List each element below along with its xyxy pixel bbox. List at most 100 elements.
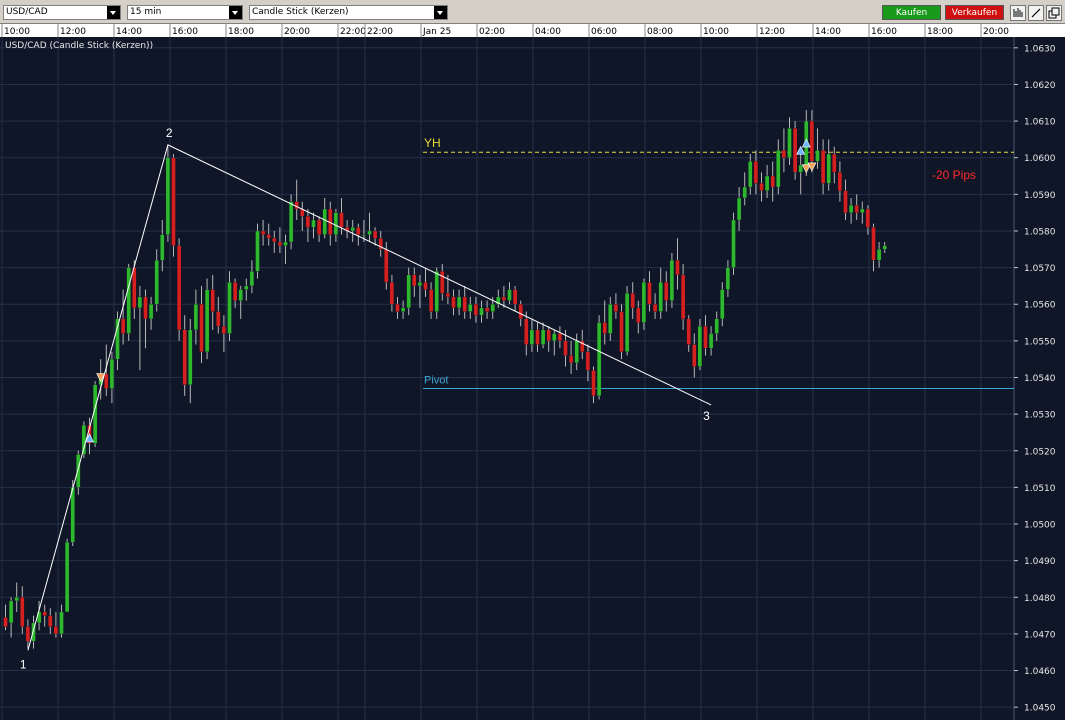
candle bbox=[372, 227, 378, 246]
candle-body bbox=[266, 234, 271, 239]
price-label: 1.0520 bbox=[1024, 447, 1056, 457]
time-label: 22:00 bbox=[340, 27, 366, 37]
candle bbox=[871, 223, 876, 272]
candle-body bbox=[277, 241, 283, 246]
candle-body bbox=[703, 326, 708, 349]
candle-body bbox=[664, 282, 669, 301]
symbol-select[interactable]: USD/CAD bbox=[3, 5, 121, 20]
candle-body bbox=[14, 597, 19, 602]
price-label: 1.0530 bbox=[1024, 411, 1056, 421]
chart-toolbar: USD/CAD 15 min Candle Stick (Kerzen) Kau… bbox=[0, 0, 1065, 24]
candle bbox=[48, 608, 53, 634]
draw-line-icon[interactable] bbox=[1028, 5, 1044, 21]
candle bbox=[473, 296, 479, 323]
symbol-select-value: USD/CAD bbox=[6, 7, 48, 17]
candle bbox=[249, 260, 255, 294]
candle bbox=[669, 252, 675, 308]
candle-body bbox=[221, 326, 227, 334]
candle bbox=[53, 611, 59, 638]
candle-body bbox=[31, 622, 36, 642]
candle bbox=[154, 249, 159, 312]
candle bbox=[860, 201, 865, 224]
chart-type-select[interactable]: Candle Stick (Kerzen) bbox=[249, 5, 448, 20]
candle bbox=[210, 274, 215, 330]
candle-body bbox=[451, 296, 456, 309]
candle bbox=[686, 315, 691, 352]
candle bbox=[703, 315, 708, 356]
chart-title: USD/CAD (Candle Stick (Kerzen)) bbox=[5, 41, 153, 51]
candle-body bbox=[507, 289, 512, 301]
candle bbox=[552, 329, 557, 356]
candle-body bbox=[641, 282, 647, 323]
interval-select-value: 15 min bbox=[130, 7, 162, 17]
buy-arrow-icon bbox=[85, 433, 94, 443]
candle-body bbox=[216, 311, 221, 327]
chevron-down-icon[interactable] bbox=[229, 6, 242, 19]
candle bbox=[165, 146, 171, 242]
candle-body bbox=[608, 304, 613, 334]
candle-body bbox=[48, 615, 53, 627]
candle-body bbox=[143, 296, 148, 320]
candle bbox=[826, 139, 831, 191]
candle bbox=[266, 223, 271, 246]
candle-body bbox=[462, 296, 467, 312]
candle-body bbox=[311, 219, 316, 228]
candle-body bbox=[479, 307, 484, 316]
price-label: 1.0490 bbox=[1024, 557, 1056, 567]
price-label: 1.0620 bbox=[1024, 81, 1056, 91]
candle-body bbox=[753, 161, 759, 184]
candle-body bbox=[445, 293, 451, 298]
candle-body bbox=[395, 304, 400, 312]
candle-body bbox=[776, 150, 781, 188]
chevron-down-icon[interactable] bbox=[107, 6, 120, 19]
detach-window-icon[interactable] bbox=[1046, 5, 1062, 21]
buy-arrow-icon bbox=[796, 145, 806, 155]
candle-body bbox=[759, 183, 764, 191]
interval-select[interactable]: 15 min bbox=[127, 5, 243, 20]
price-label: 1.0460 bbox=[1024, 667, 1056, 677]
candle-body bbox=[400, 307, 406, 312]
candle bbox=[3, 604, 8, 631]
candle bbox=[389, 274, 395, 312]
chevron-down-icon[interactable] bbox=[434, 6, 447, 19]
candle bbox=[193, 289, 199, 345]
price-label: 1.0470 bbox=[1024, 630, 1056, 640]
price-chart[interactable]: 10:00 12:00 14:00 16:00 18:00 20:00 22:00 22:00… bbox=[0, 24, 1065, 720]
candle bbox=[479, 300, 484, 323]
candle-body bbox=[815, 150, 820, 162]
candle bbox=[451, 289, 456, 316]
time-label: 04:00 bbox=[535, 27, 561, 37]
candle-body bbox=[535, 329, 540, 345]
candle bbox=[412, 267, 417, 297]
candle bbox=[143, 289, 148, 349]
candle-body bbox=[244, 285, 249, 290]
candle bbox=[311, 212, 316, 239]
candle bbox=[423, 267, 428, 297]
bars-icon[interactable] bbox=[1010, 5, 1026, 21]
candle bbox=[356, 223, 361, 246]
buy-button[interactable]: Kaufen bbox=[882, 5, 941, 20]
candle bbox=[507, 282, 512, 305]
time-label: 14:00 bbox=[815, 27, 841, 37]
candle-body bbox=[820, 150, 826, 184]
candle-body bbox=[384, 249, 389, 283]
candle-body bbox=[585, 351, 591, 371]
candle bbox=[501, 285, 507, 308]
candle-body bbox=[591, 370, 596, 396]
candle bbox=[837, 161, 843, 202]
candle-body bbox=[837, 172, 843, 191]
candle-body bbox=[770, 175, 775, 188]
candle bbox=[848, 198, 854, 224]
price-label: 1.0600 bbox=[1024, 154, 1056, 164]
candle-body bbox=[322, 208, 327, 235]
candle-body bbox=[876, 249, 882, 261]
candle bbox=[42, 604, 47, 627]
sell-button[interactable]: Verkaufen bbox=[945, 5, 1004, 20]
candle bbox=[753, 150, 759, 195]
candle-body bbox=[165, 157, 171, 235]
candle-body bbox=[546, 329, 551, 342]
candle-body bbox=[764, 175, 770, 191]
candle bbox=[417, 274, 423, 308]
candle-body bbox=[496, 296, 501, 305]
time-label: 12:00 bbox=[60, 27, 86, 37]
